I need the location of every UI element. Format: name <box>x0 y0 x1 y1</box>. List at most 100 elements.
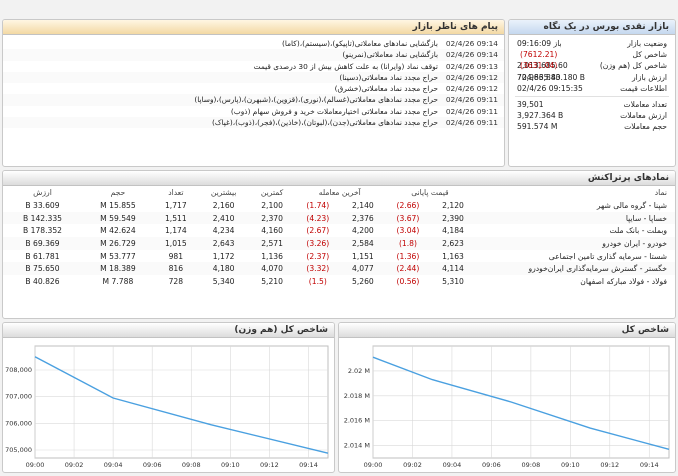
cell-final-change: (2.44) <box>384 262 432 276</box>
cell-last-trade: 4,077 <box>340 262 385 276</box>
summary-row: اطلاعات قیمت 02/4/26 09:15:35 <box>509 83 675 94</box>
summary-row: وضعیت بازار 09:16:09 باز <box>509 38 675 49</box>
x-tick-label: 09:02 <box>403 461 422 469</box>
cell-name[interactable]: شپنا - گروه مالی شهر <box>596 200 667 210</box>
cell-final-price: 4,114 <box>431 262 475 276</box>
cell-count: 728 <box>168 276 184 286</box>
summary-value: (3631.04) 704,865.43 <box>517 61 561 82</box>
table-row[interactable]: خساپا - سایپا 2,390 (3.67) 2,376 (4.23) 2,370… <box>3 211 675 225</box>
col-final-price[interactable]: قیمت پایانی <box>411 188 449 197</box>
cell-last-change: (4.23) <box>294 211 341 225</box>
cell-name[interactable]: فولاد - فولاد مبارکه اصفهان <box>580 276 667 286</box>
x-tick-label: 09:14 <box>640 461 659 469</box>
col-name[interactable]: نماد <box>654 188 667 197</box>
summary-value: 72,963,880.180 B <box>517 72 586 82</box>
news-item[interactable]: 02/4/26 09:12 حراج مجدد نماد معاملاتی(خشر… <box>3 83 504 94</box>
col-volume[interactable]: حجم <box>110 188 126 197</box>
cell-max: 4,234 <box>212 226 235 236</box>
news-message[interactable]: حراج مجدد نمادهای معاملاتی(غسالم)،(نوری)… <box>194 95 438 105</box>
x-tick-label: 09:10 <box>221 461 240 469</box>
y-tick-label: 2.014 M <box>344 442 370 450</box>
news-time: 02/4/26 09:11 <box>445 106 498 116</box>
cell-last-trade: 2,140 <box>352 200 374 210</box>
summary-value: 39,501 <box>517 99 544 109</box>
summary-key: شاخص کل (هم وزن) <box>599 61 667 71</box>
cell-value: 33.609 B <box>25 200 60 210</box>
news-item[interactable]: 02/4/26 09:11 حراج مجدد نمادهای معاملاتی(… <box>3 94 504 106</box>
cell-last-trade: 4,200 <box>352 226 374 236</box>
news-item[interactable]: 02/4/26 09:14 بازگشایی نماد معاملاتی(نمری… <box>3 49 504 61</box>
news-item[interactable]: 02/4/26 09:13 توقف نماد (وایرانا) به علت … <box>3 61 504 72</box>
col-value[interactable]: ارزش <box>33 188 52 197</box>
cell-final-change: (0.56) <box>396 276 420 286</box>
most-traded-table: نماد قیمت پایانی آخرین معامله کمترین بیش… <box>3 186 675 288</box>
total-index-chart: 2.014 M 2.016 M 2.018 M 2.02 M 09:00 09:02 09:… <box>344 345 670 469</box>
cell-last-change: (3.32) <box>294 262 341 276</box>
market-news-title: پیام های ناظر بازار <box>3 20 504 35</box>
news-message[interactable]: بازگشایی نماد معاملاتی(نمرینو) <box>342 50 438 60</box>
news-message[interactable]: حراج مجدد نماد معاملاتی(دسینا) <box>339 72 438 82</box>
table-row[interactable]: شپنا - گروه مالی شهر 2,120 (2.66) 2,140 (1.7… <box>3 199 675 212</box>
x-tick-label: 09:10 <box>561 461 580 469</box>
news-item[interactable]: 02/4/26 09:11 حراج مجدد نماد معاملاتی اخت… <box>3 106 504 117</box>
table-row[interactable]: خودرو - ایران خودرو 2,623 (1.8) 2,584 (3.26)… <box>3 237 675 250</box>
y-tick-label: 2.018 M <box>344 392 370 400</box>
news-message[interactable]: توقف نماد (وایرانا) به علت کاهش بیش از 3… <box>253 61 438 71</box>
cell-name[interactable]: خگستر - گسترش سرمایه‌گذاری ایران‌خودرو <box>475 262 675 276</box>
col-max[interactable]: بیشترین <box>210 188 237 197</box>
cell-last-trade: 5,260 <box>352 276 374 286</box>
news-item[interactable]: 02/4/26 09:11 حراج مجدد نمادهای معاملاتی(… <box>3 117 504 129</box>
cell-value: 178.352 B <box>22 226 63 236</box>
cell-final-price: 5,310 <box>442 276 464 286</box>
cell-value: 40.826 B <box>25 276 60 286</box>
news-message[interactable]: حراج مجدد نمادهای معاملاتی(جدن)،(لبوتان)… <box>212 118 438 128</box>
col-last-trade[interactable]: آخرین معامله <box>318 188 361 197</box>
cell-min: 2,571 <box>249 237 295 250</box>
cell-final-change: (2.66) <box>396 200 420 210</box>
cell-final-price: 1,163 <box>442 251 464 261</box>
table-row[interactable]: شستا - سرمایه گذاری تامین اجتماعی 1,163 (1… <box>3 250 675 263</box>
most-traded-title: نمادهای پرتراکنش <box>3 171 675 186</box>
cell-volume: 53.777 M <box>100 251 136 261</box>
cell-name[interactable]: خساپا - سایپا <box>475 211 675 225</box>
total-index-chart-panel: شاخص کل 2.014 M 2.016 M 2.018 M 2.02 M 09:00… <box>338 322 676 473</box>
cell-count: 1,174 <box>164 226 187 236</box>
summary-key: ارزش معاملات <box>620 111 667 121</box>
most-traded-panel: نمادهای پرتراکنش نماد قیمت پایانی آخرین … <box>2 170 676 319</box>
x-tick-label: 09:06 <box>482 461 501 469</box>
col-count[interactable]: تعداد <box>168 188 184 197</box>
cell-count: 1,015 <box>153 237 198 250</box>
cell-min: 4,070 <box>249 262 295 276</box>
cell-max: 2,643 <box>197 237 250 250</box>
news-item[interactable]: 02/4/26 09:12 حراج مجدد نماد معاملاتی(دسی… <box>3 71 504 84</box>
x-tick-label: 09:04 <box>104 461 123 469</box>
cell-max: 4,180 <box>197 262 250 276</box>
cell-final-price: 2,623 <box>431 237 475 250</box>
cell-min: 5,210 <box>261 276 283 286</box>
cell-name[interactable]: شستا - سرمایه گذاری تامین اجتماعی <box>548 251 667 261</box>
news-item[interactable]: 02/4/26 09:14 بازگشایی نمادهای معاملاتی(ت… <box>3 38 504 49</box>
summary-value: 591.574 M <box>517 122 558 132</box>
summary-key: ارزش بازار <box>632 72 667 82</box>
summary-key: حجم معاملات <box>624 122 667 132</box>
summary-key: شاخص کل <box>632 50 667 60</box>
news-time: 02/4/26 09:12 <box>445 84 498 94</box>
cell-count: 816 <box>153 262 198 276</box>
cell-final-change: (1.8) <box>384 237 432 250</box>
table-row[interactable]: فولاد - فولاد مبارکه اصفهان 5,310 (0.56) 5,… <box>3 275 675 288</box>
cell-min: 2,370 <box>249 211 295 225</box>
summary-value: 3,927.364 B <box>517 111 564 121</box>
table-row[interactable]: خگستر - گسترش سرمایه‌گذاری ایران‌خودرو 4,… <box>3 262 675 276</box>
col-min[interactable]: کمترین <box>260 188 284 197</box>
cell-name[interactable]: خودرو - ایران خودرو <box>475 237 675 250</box>
y-tick-label: 2.016 M <box>344 417 370 425</box>
cell-count: 981 <box>168 251 184 261</box>
cell-name[interactable]: وبملت - بانک ملت <box>609 226 668 236</box>
news-message[interactable]: حراج مجدد نماد معاملاتی(خشرق) <box>334 84 438 94</box>
news-message[interactable]: حراج مجدد نماد معاملاتی اختیارمعاملات خر… <box>230 106 438 116</box>
cell-last-change: (1.5) <box>308 276 327 286</box>
news-message[interactable]: بازگشایی نمادهای معاملاتی(تاپیکو)،(سیستم… <box>281 39 438 48</box>
chart-title: شاخص کل (هم وزن) <box>3 323 334 338</box>
cell-value: 75.650 B <box>3 262 82 276</box>
table-row[interactable]: وبملت - بانک ملت 4,184 (3.04) 4,200 (2.67) 4,… <box>3 224 675 237</box>
